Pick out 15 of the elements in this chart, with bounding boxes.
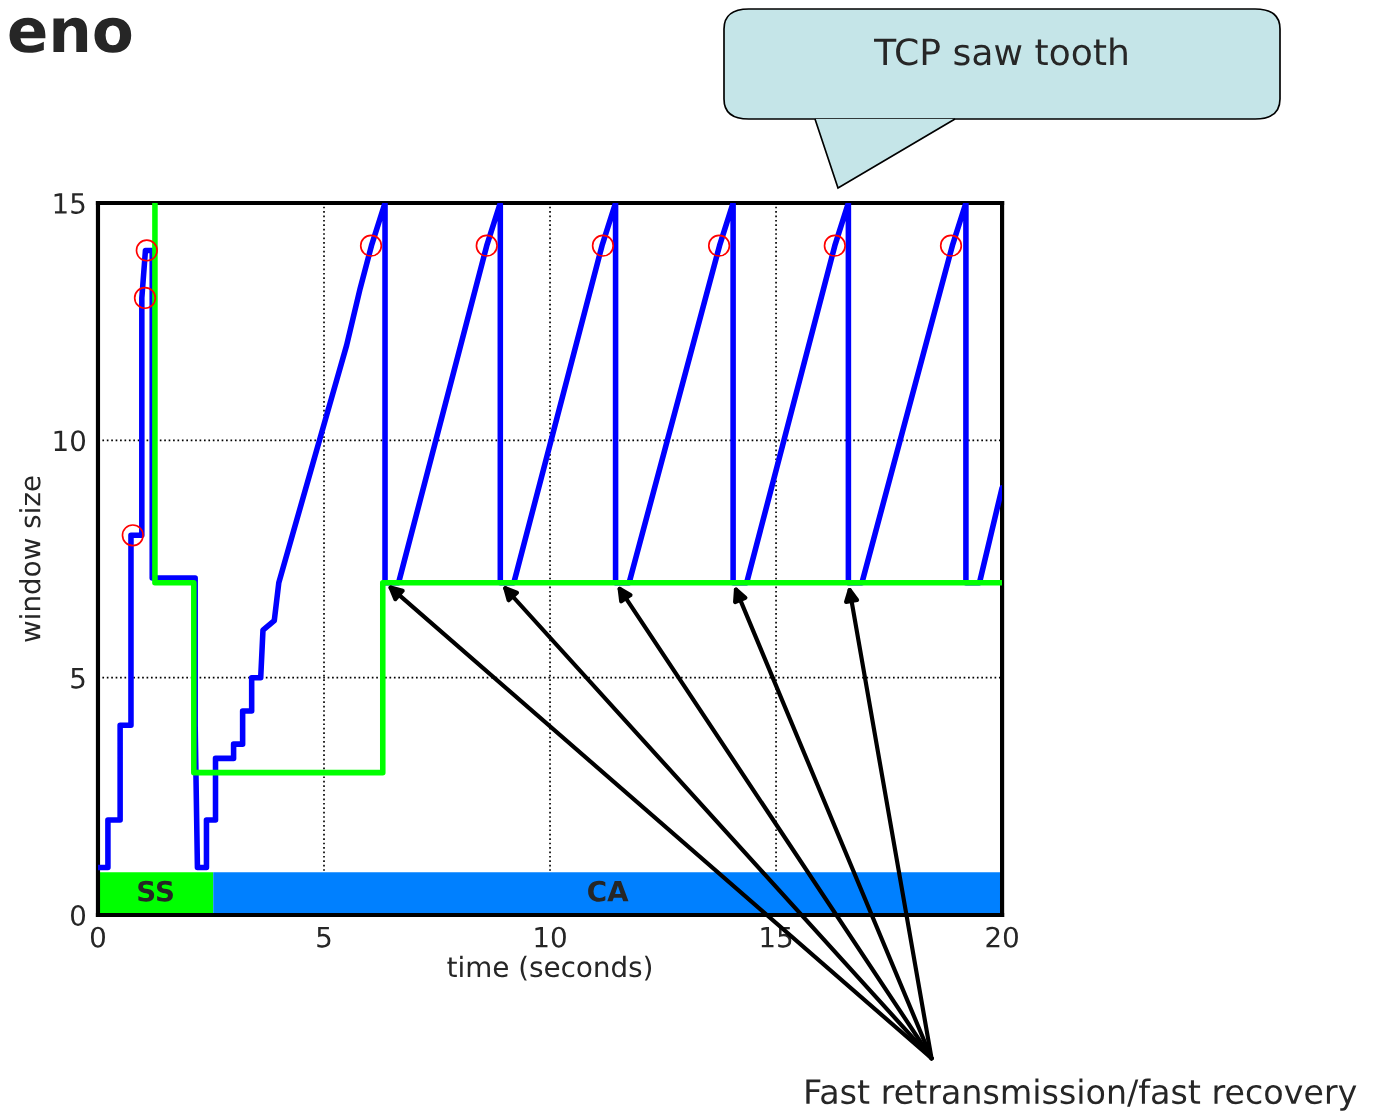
x-tick-label: 5	[317, 927, 331, 948]
y-tick-label: 0	[71, 904, 86, 926]
annotation: Fast retransmission/fast recovery	[806, 1078, 1357, 1111]
x-tick-label: 20	[986, 926, 1018, 948]
y-tick-label: 15	[54, 193, 85, 214]
band-label: CA	[588, 880, 629, 902]
y-tick-label: 10	[54, 430, 86, 452]
y-axis-title: window size	[19, 476, 41, 642]
chart-title: eno	[9, 17, 132, 53]
x-tick-label: 10	[535, 926, 566, 948]
text: TCP saw tooth	[874, 37, 1127, 66]
y-tick-label: 5	[71, 667, 85, 689]
x-tick-label: 0	[90, 926, 105, 948]
band-label: SS	[138, 880, 173, 902]
x-axis-title: time (seconds)	[447, 955, 652, 981]
